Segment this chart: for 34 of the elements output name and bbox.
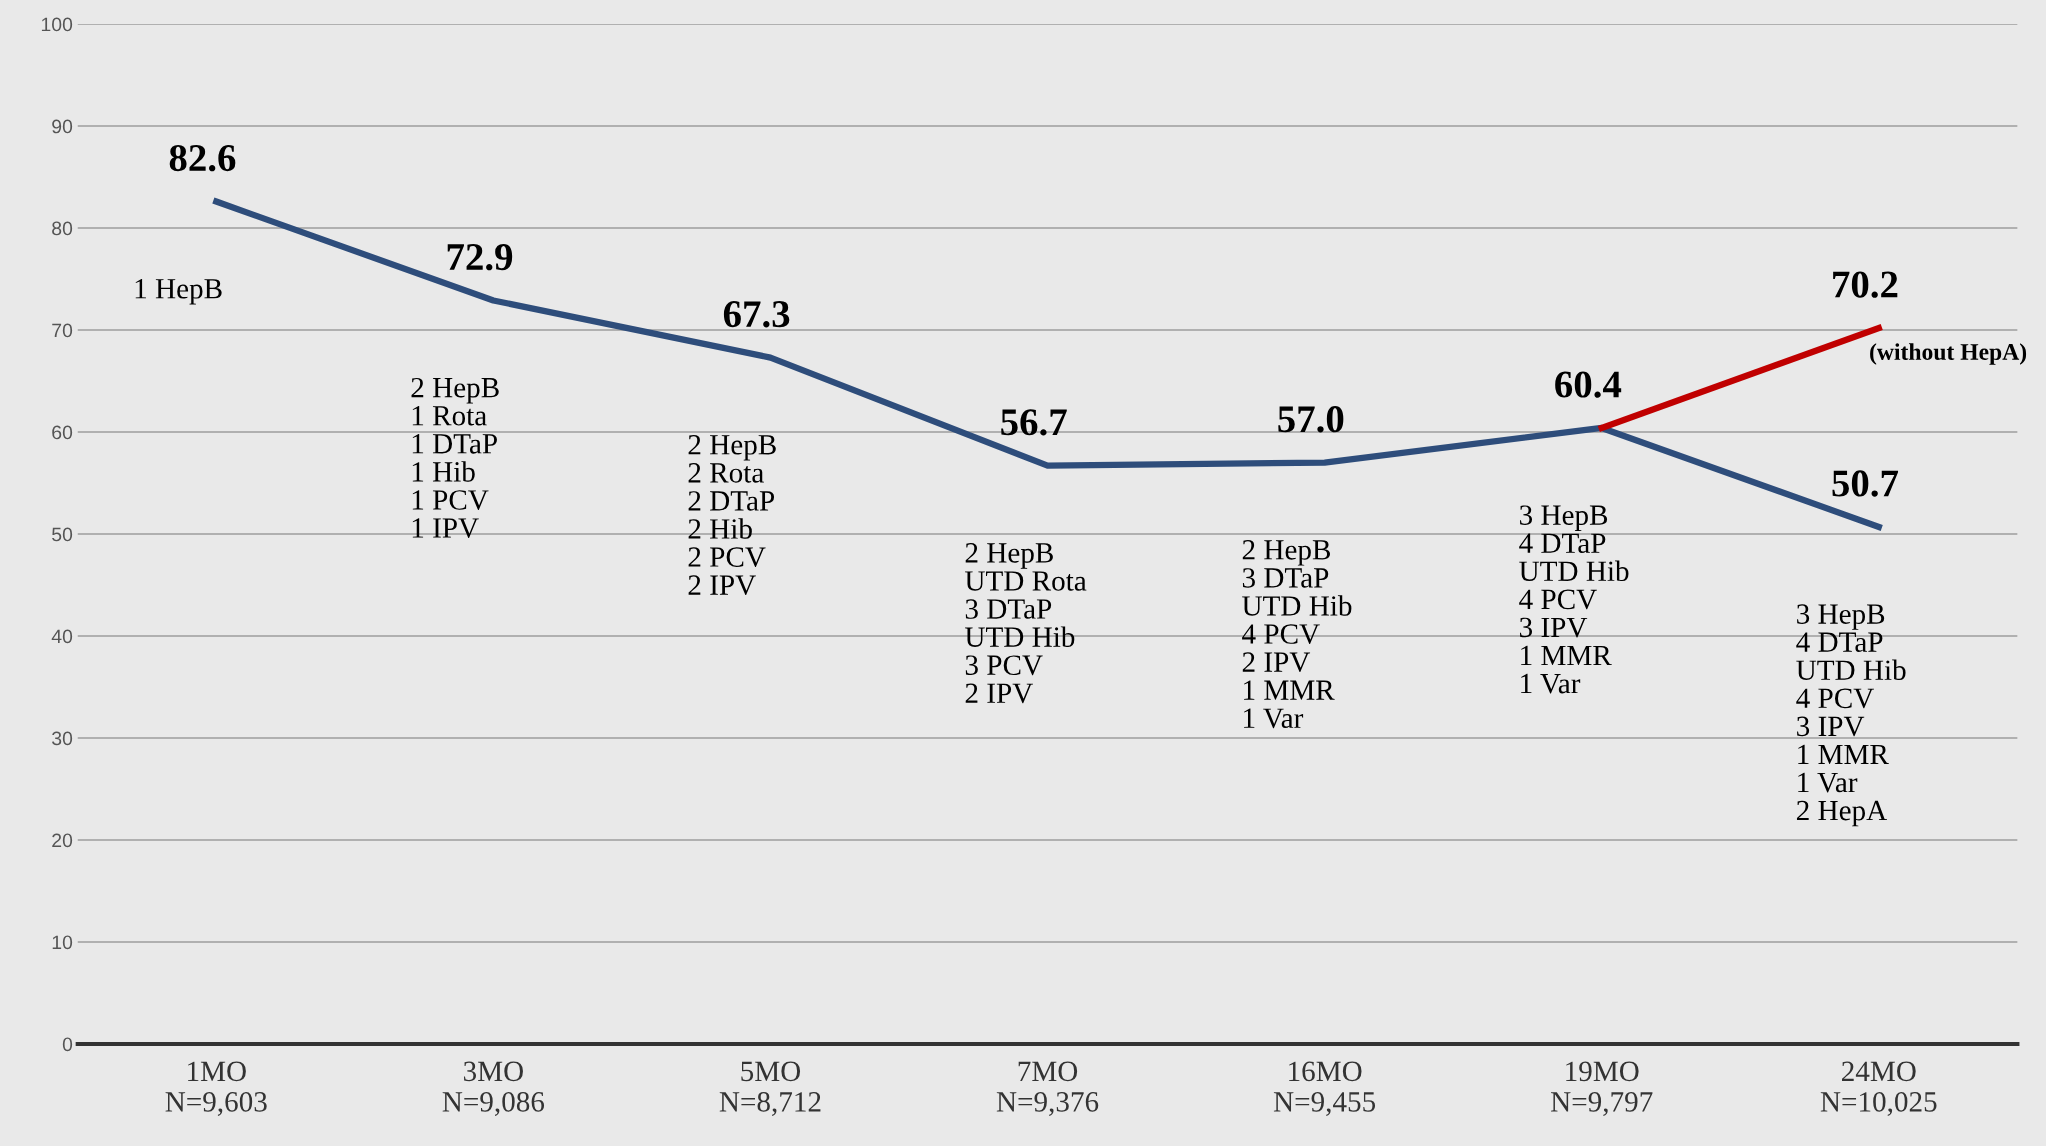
x-tick-label: 3MO N=9,086	[442, 1061, 545, 1116]
annotation: 2 HepB 3 DTaP UTD Hib 4 PCV 2 IPV 1 MMR 1 Var	[1242, 540, 1352, 729]
x-tick-label: 24MO N=10,025	[1820, 1061, 1937, 1116]
y-tick-label: 40	[51, 629, 73, 644]
y-tick-label: 20	[52, 833, 73, 848]
y-tick-label: 100	[41, 17, 73, 32]
data-label: 60.4	[1555, 371, 1622, 398]
annotation: 3 HepB 4 DTaP UTD Hib 4 PCV 3 IPV 1 MMR 1 Var	[1519, 505, 1629, 694]
data-label: 50.7	[1832, 470, 1899, 497]
annotation: 2 HepB UTD Rota 3 DTaP UTD Hib 3 PCV 2 IPV	[965, 543, 1087, 704]
data-label: 57.0	[1278, 406, 1344, 433]
x-tick-label: 16MO N=9,455	[1273, 1061, 1376, 1116]
data-label: 70.2	[1833, 271, 1898, 298]
x-tick-label: 5MO N=8,712	[719, 1061, 821, 1116]
annotation: (without HepA)	[1870, 343, 2027, 365]
annotation: 2 HepB 1 Rota 1 DTaP 1 Hib 1 PCV 1 IPV	[411, 377, 499, 538]
y-tick-label: 70	[52, 323, 73, 338]
x-tick-label: 19MO N=9,797	[1551, 1061, 1653, 1116]
x-tick-label: 1MO N=9,603	[165, 1061, 267, 1116]
data-label: 72.9	[447, 244, 513, 271]
y-tick-label: 10	[52, 935, 73, 950]
x-tick-label: 7MO N=9,376	[996, 1061, 1099, 1116]
annotation: 2 HepB 2 Rota 2 DTaP 2 Hib 2 PCV 2 IPV	[688, 435, 776, 596]
y-tick-label: 80	[52, 221, 73, 236]
y-tick-label: 50	[52, 527, 73, 542]
data-label: 82.6	[169, 144, 236, 172]
data-label: 67.3	[723, 301, 790, 328]
y-tick-label: 30	[52, 731, 73, 746]
annotation: 3 HepB 4 DTaP UTD Hib 4 PCV 3 IPV 1 MMR 1 Var 2 HepA	[1796, 604, 1906, 827]
y-tick-label: 0	[62, 1037, 73, 1052]
y-tick-label: 60	[52, 425, 73, 440]
y-tick-label: 90	[52, 119, 73, 134]
annotation: 1 HepB	[135, 279, 222, 305]
data-label: 56.7	[1001, 409, 1067, 436]
